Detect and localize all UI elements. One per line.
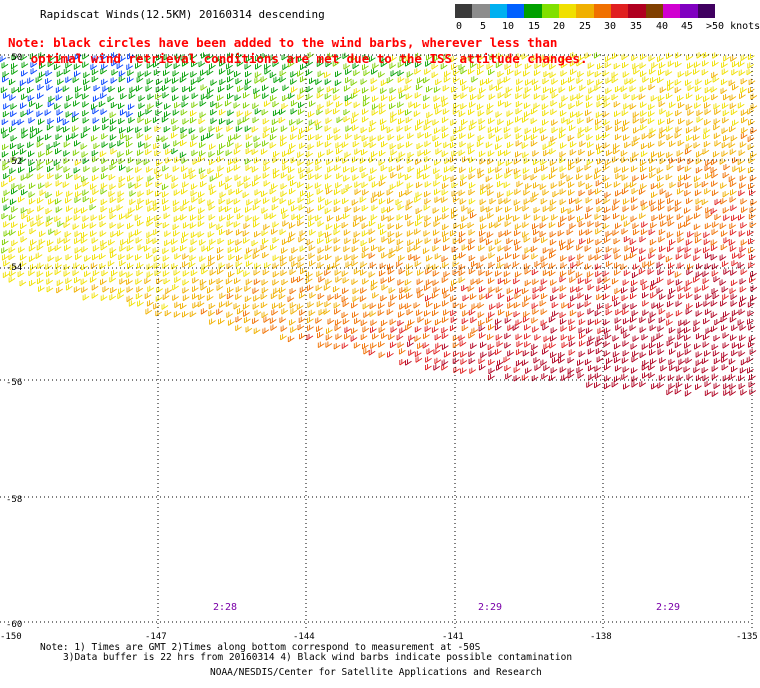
scale-tick: 45: [681, 21, 694, 32]
lat-label: -58: [6, 495, 22, 505]
lat-label: -50: [6, 53, 22, 63]
note-line-2: optimal wind retrieval conditions are me…: [8, 51, 588, 66]
scale-tick: 5: [480, 21, 487, 32]
wind-barb-group: [200, 127, 758, 359]
wind-barb-group: [306, 189, 756, 381]
lon-label: -135: [736, 632, 758, 642]
map-title: Rapidscat Winds(12.5KM) 20160314 descend…: [40, 8, 325, 21]
scale-tick: 35: [630, 21, 643, 32]
scale-swatch: [628, 4, 646, 18]
scale-tick: 0: [456, 21, 463, 32]
lat-label: -60: [6, 620, 22, 630]
ISS-note: Note: black circles have been added to t…: [8, 35, 587, 67]
lon-label: -150: [0, 632, 22, 642]
scale-swatch: [593, 4, 611, 18]
lat-label: -56: [6, 378, 22, 388]
lon-label: -141: [442, 632, 464, 642]
time-label: 2:29: [656, 602, 680, 613]
scale-tick: 10: [502, 21, 515, 32]
scale-tick: 25: [579, 21, 592, 32]
scale-tick: 30: [604, 21, 617, 32]
wind-barb-group: [0, 52, 135, 126]
scale-swatch: [506, 4, 525, 18]
scale-swatch: [697, 4, 715, 18]
scale-swatch: [558, 4, 577, 18]
scale-swatch: [489, 4, 507, 18]
wind-barb-group: [405, 252, 758, 397]
scale-swatch: [524, 4, 542, 18]
footer-note-2: 3)Data buffer is 22 hrs from 20160314 4)…: [63, 652, 573, 663]
axis-labels: -50 -52 -54 -56 -58 -60 -150 -147 -144 -…: [0, 53, 758, 642]
lon-label: -144: [293, 632, 315, 642]
wind-barbs-layer: [0, 52, 758, 397]
wind-barb-group: [56, 55, 758, 341]
lat-label: -54: [6, 263, 22, 273]
lat-label: -52: [6, 157, 22, 167]
time-label: 2:29: [478, 602, 502, 613]
scale-swatch: [662, 4, 681, 18]
wind-barb-group: [0, 52, 432, 211]
scale-swatch: [541, 4, 559, 18]
scale-tick: 20: [553, 21, 566, 32]
scale-swatch: [472, 4, 490, 18]
time-label: 2:28: [213, 602, 237, 613]
scale-tick: 15: [528, 21, 541, 32]
footer-note-1: Note: 1) Times are GMT 2)Times along bot…: [40, 642, 481, 653]
wind-barb-group: [1, 52, 601, 254]
scale-swatch: [680, 4, 698, 18]
lon-label: -147: [145, 632, 167, 642]
lat-lon-grid: [0, 54, 753, 630]
note-line-1: Note: black circles have been added to t…: [8, 35, 558, 50]
scale-swatch: [645, 4, 663, 18]
scale-tick: 40: [656, 21, 669, 32]
scale-unit-label: >50 knots: [706, 21, 760, 32]
wind-barb-group: [1, 52, 755, 310]
scale-swatch: [576, 4, 594, 18]
lon-label: -138: [590, 632, 612, 642]
footer-credit: NOAA/NESDIS/Center for Satellite Applica…: [210, 667, 542, 678]
wind-speed-color-scale: [455, 4, 715, 18]
scale-swatch: [610, 4, 629, 18]
scale-swatch: [455, 4, 473, 18]
